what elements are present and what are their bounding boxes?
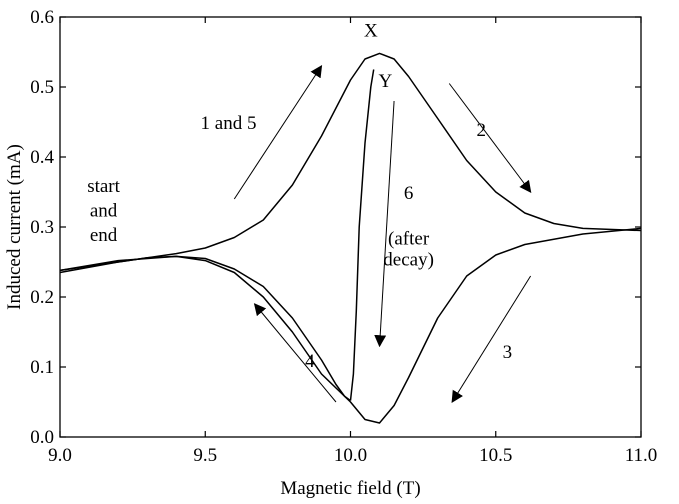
- arrow-2: [448, 83, 532, 193]
- annotation-label: (after: [388, 229, 430, 250]
- series-line-1: [59, 52, 642, 272]
- annotation-label: X: [364, 21, 378, 42]
- x-axis-label: Magnetic field (T): [280, 478, 420, 499]
- y-tick-label: 0.4: [30, 147, 54, 168]
- series-line-4: [349, 69, 375, 401]
- annotation-label: start: [87, 176, 120, 197]
- arrow-layer: [233, 64, 532, 404]
- annotation-label: Y: [378, 71, 392, 92]
- series-line-3: [59, 255, 351, 402]
- annotation-label: 4: [305, 351, 315, 372]
- arrow-5: [253, 303, 337, 403]
- y-tick-label: 0.1: [30, 357, 54, 378]
- x-tick-label: 10.5: [479, 445, 512, 466]
- annotation-label: end: [90, 225, 118, 246]
- x-tick-label: 11.0: [625, 445, 658, 466]
- arrow-1: [233, 64, 323, 200]
- y-tick-label: 0.5: [30, 77, 54, 98]
- annotation-label: and: [90, 201, 118, 222]
- series-layer: [59, 52, 642, 424]
- x-axis: 9.0 9.5 10.0 10.5 11.0: [48, 17, 657, 466]
- arrow-4: [451, 275, 532, 404]
- annotation-label: decay): [383, 250, 434, 271]
- x-tick-label: 10.0: [334, 445, 367, 466]
- y-tick-label: 0.3: [30, 217, 54, 238]
- annotation-label: 6: [404, 183, 414, 204]
- y-tick-label: 0.2: [30, 287, 54, 308]
- x-tick-label: 9.0: [48, 445, 72, 466]
- annotation-label: 3: [503, 342, 513, 363]
- y-axis: 0.0 0.1 0.2 0.3 0.4 0.5 0.6: [30, 7, 641, 448]
- y-tick-label: 0.0: [30, 427, 54, 448]
- arrow-3: [374, 100, 395, 348]
- annotation-label: 2: [476, 120, 486, 141]
- annotation-label: 1 and 5: [201, 113, 257, 134]
- x-tick-label: 9.5: [193, 445, 217, 466]
- y-axis-label: Induced current (mA): [4, 144, 25, 310]
- y-tick-label: 0.6: [30, 7, 54, 28]
